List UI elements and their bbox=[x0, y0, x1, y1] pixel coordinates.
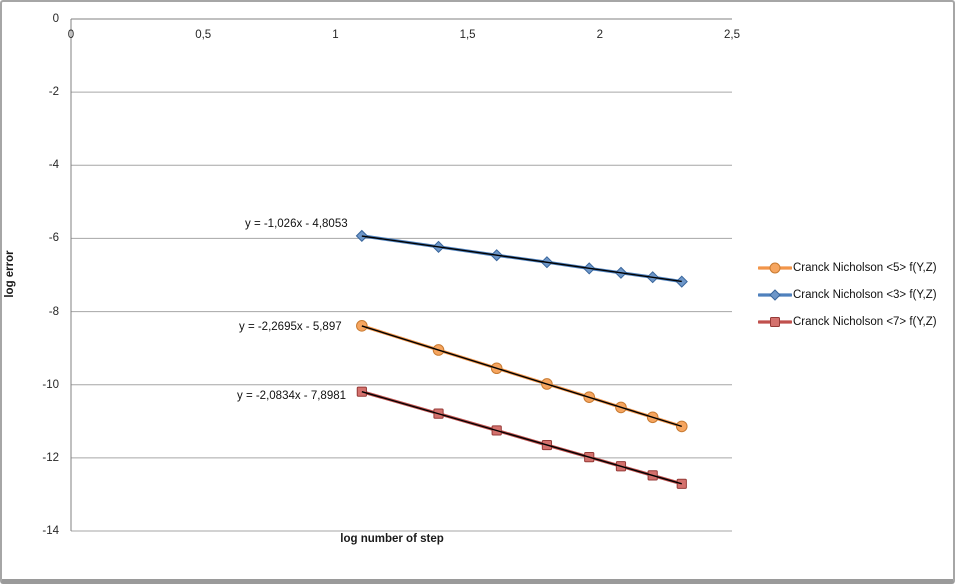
y-tick-label: -4 bbox=[48, 159, 59, 172]
trendline-1 bbox=[361, 235, 682, 283]
legend: Cranck Nicholson <5> f(Y,Z) Cranck Nichol… bbox=[758, 254, 937, 335]
trendline-0 bbox=[361, 325, 682, 428]
y-tick-label: 0 bbox=[52, 13, 59, 25]
legend-label: Cranck Nicholson <5> f(Y,Z) bbox=[793, 261, 937, 274]
y-tick-label: -10 bbox=[42, 378, 59, 391]
legend-label: Cranck Nicholson <7> f(Y,Z) bbox=[793, 315, 937, 328]
legend-item: Cranck Nicholson <7> f(Y,Z) bbox=[758, 308, 937, 335]
y-axis-title: log error bbox=[4, 250, 16, 298]
legend-swatch-square-icon bbox=[758, 316, 792, 327]
trendline-equation-cn7: y = -2,0834x - 7,8981 bbox=[237, 390, 347, 402]
x-tick-label: 0,5 bbox=[195, 29, 212, 41]
x-tick-label: 0 bbox=[67, 29, 75, 41]
data-point-marker bbox=[675, 420, 688, 433]
trendline-equation-cn3: y = -1,026x - 4,8053 bbox=[245, 218, 348, 230]
data-point-marker bbox=[356, 320, 368, 332]
y-tick-label: -12 bbox=[42, 451, 59, 464]
trendline-2 bbox=[361, 390, 682, 485]
data-point-marker bbox=[355, 229, 368, 242]
x-tick-label: 2,5 bbox=[724, 29, 740, 41]
x-axis-title: log number of step bbox=[340, 533, 444, 545]
x-tick-label: 1 bbox=[332, 29, 339, 41]
x-tick-label: 1,5 bbox=[459, 29, 476, 41]
legend-swatch-diamond-icon bbox=[758, 288, 792, 301]
legend-item: Cranck Nicholson <3> f(Y,Z) bbox=[758, 281, 937, 308]
x-tick-label: 2 bbox=[596, 29, 603, 41]
legend-label: Cranck Nicholson <3> f(Y,Z) bbox=[793, 288, 937, 301]
legend-item: Cranck Nicholson <5> f(Y,Z) bbox=[758, 254, 937, 281]
y-tick-label: -6 bbox=[48, 232, 59, 245]
data-point-marker bbox=[675, 275, 688, 288]
y-tick-label: -14 bbox=[42, 525, 59, 537]
trendline-equation-cn5: y = -2,2695x - 5,897 bbox=[239, 321, 342, 333]
y-tick-label: -8 bbox=[48, 305, 59, 318]
legend-swatch-circle-icon bbox=[758, 262, 792, 273]
y-tick-label: -2 bbox=[48, 86, 59, 99]
